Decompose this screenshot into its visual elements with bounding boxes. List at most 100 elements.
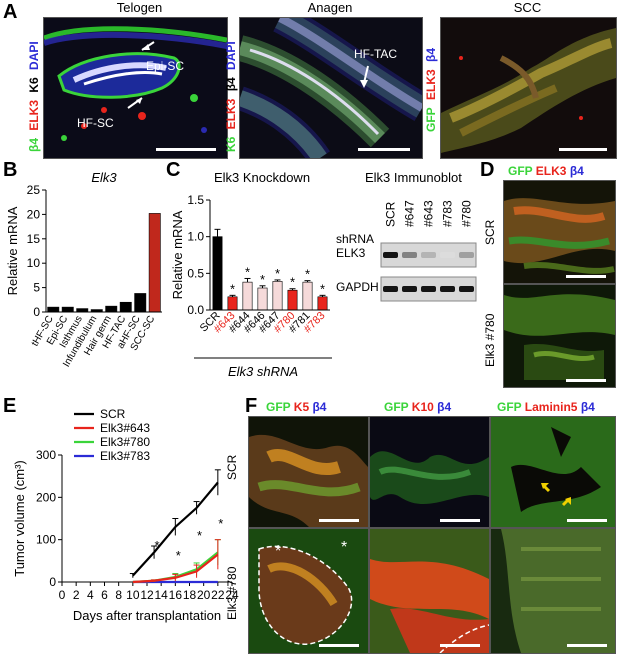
- blot-lane-label: #647: [403, 200, 417, 227]
- chart-e-xtick-label: 6: [101, 588, 108, 602]
- stain-k6: K6: [224, 136, 238, 152]
- chart-e-xtick-label: 24: [225, 588, 239, 602]
- stain-gfp: GFP: [384, 400, 409, 414]
- blot-band: [383, 252, 398, 258]
- blot-band: [383, 286, 398, 292]
- anagen-stain-label: K6 ELK3 β4 DAPI: [224, 37, 238, 152]
- scc-micrograph: [440, 17, 617, 159]
- blot-band: [421, 286, 436, 292]
- chart-c-xlabel: Elk3 shRNA: [228, 364, 298, 379]
- blot-band: [402, 252, 417, 258]
- panel-f-elk3-k5: * *: [248, 528, 369, 654]
- chart-e-ylabel: Tumor volume (cm³): [12, 460, 27, 577]
- chart-c-ylabel: Relative mRNA: [170, 210, 185, 299]
- scale-bar: [559, 148, 607, 151]
- panel-d-row-elk3: Elk3 #780: [483, 313, 497, 367]
- scale-bar: [319, 519, 359, 522]
- chart-b-ytick-label: 25: [27, 183, 41, 197]
- stain-elk3: ELK3: [535, 164, 567, 178]
- chart-b-bar: [76, 308, 89, 313]
- scc-title: SCC: [513, 0, 542, 15]
- stain-gfp: GFP: [497, 400, 522, 414]
- chart-c-ytick-label: 1.0: [187, 230, 204, 244]
- chart-b-ytick-label: 5: [33, 281, 40, 295]
- immunoblot: SCR #647 #643 #783 #780 ELK3 GAPDH: [336, 200, 477, 302]
- immunoblot-title: Elk3 Immunoblot: [365, 170, 462, 185]
- panel-f-col3-stain: GFP Laminin5 β4: [497, 400, 595, 414]
- panel-f-scr-k5: [248, 416, 369, 528]
- panel-d-row-scr: SCR: [483, 219, 497, 245]
- panel-letter-f: F: [245, 395, 258, 417]
- stain-β4: β4: [424, 47, 438, 62]
- stain-β4: β4: [312, 400, 327, 414]
- chart-c-significance: *: [320, 281, 325, 296]
- chart-e-significance: *: [218, 516, 223, 531]
- stain-dapi: DAPI: [27, 41, 41, 70]
- chart-e-xlabel: Days after transplantation: [73, 608, 221, 623]
- stain-gfp: GFP: [508, 164, 533, 178]
- chart-c-bar: [242, 281, 253, 311]
- panel-letter-b: B: [3, 159, 18, 181]
- blot-lane-label: SCR: [384, 201, 398, 227]
- blot-band-label: GAPDH: [336, 280, 379, 294]
- panel-f-elk3-laminin5: [490, 528, 616, 654]
- stain-β4: β4: [27, 138, 41, 152]
- chart-c-significance: *: [245, 264, 250, 279]
- telogen-micrograph: Epi-SC HF-SC: [43, 17, 228, 159]
- hf-tac-annotation: HF-TAC: [354, 47, 398, 61]
- stain-elk3: ELK3: [224, 98, 238, 130]
- panel-f-col2-stain: GFP K10 β4: [384, 400, 451, 414]
- immunoblot-shrna-label: shRNA: [336, 232, 375, 246]
- chart-c-significance: *: [305, 267, 310, 282]
- scale-bar: [440, 644, 480, 647]
- blot-band: [402, 286, 417, 292]
- blot-lane-label: #643: [422, 200, 436, 227]
- hf-sc-annotation: HF-SC: [77, 116, 114, 130]
- chart-c-significance: *: [230, 281, 235, 296]
- scale-bar: [358, 148, 410, 151]
- chart-b-ytick-label: 20: [27, 207, 41, 221]
- stain-elk3: ELK3: [424, 69, 438, 100]
- scale-bar: [567, 644, 607, 647]
- panel-d-scr-micrograph: [503, 180, 616, 284]
- chart-c-bar: [212, 236, 223, 311]
- stain-k6: K6: [27, 77, 41, 93]
- chart-e-xtick-label: 20: [197, 588, 211, 602]
- stain-k10: K10: [411, 400, 434, 414]
- stain-gfp: GFP: [266, 400, 291, 414]
- panel-f-row-elk3: Elk3 #780: [225, 566, 239, 620]
- chart-e-ytick-label: 0: [49, 575, 56, 589]
- blot-band: [459, 252, 474, 258]
- chart-e-xtick-label: 4: [87, 588, 94, 602]
- scale-bar: [319, 644, 359, 647]
- chart-e-xtick-label: 0: [59, 588, 66, 602]
- chart-e-xtick-label: 14: [154, 588, 168, 602]
- panel-letter-c: C: [166, 159, 181, 181]
- chart-c-bar: [272, 281, 283, 311]
- chart-c-bar: [287, 289, 298, 311]
- chart-e-ytick-label: 200: [36, 490, 56, 504]
- asterisk-1: *: [275, 543, 282, 560]
- chart-c-ytick-label: 0.0: [187, 303, 204, 317]
- panel-f-row-scr: SCR: [225, 454, 239, 480]
- scale-bar: [156, 148, 216, 151]
- epi-sc-annotation: Epi-SC: [146, 59, 185, 73]
- chart-c-ytick-label: 0.5: [187, 266, 204, 280]
- chart-b-bar: [47, 306, 60, 313]
- chart-b-bar: [105, 305, 118, 313]
- chart-c-significance: *: [275, 266, 280, 281]
- panel-letter-a: A: [3, 1, 18, 23]
- blot-band-label: ELK3: [336, 246, 366, 260]
- chart-e-xtick-label: 2: [73, 588, 80, 602]
- telogen-stain-label: β4 ELK3 K6 DAPI: [27, 37, 41, 152]
- panel-d-stain-label: GFP ELK3 β4: [508, 164, 584, 178]
- panel-f-scr-laminin5: [490, 416, 616, 528]
- scc-stain-label: GFP ELK3 β4: [424, 44, 438, 132]
- scale-bar: [566, 275, 606, 278]
- chart-e-xtick-label: 22: [211, 588, 225, 602]
- scale-bar: [440, 519, 480, 522]
- chart-e-significance: *: [197, 528, 202, 543]
- panel-f-elk3-k10: [369, 528, 490, 654]
- chart-c-ytick-label: 1.5: [187, 193, 204, 207]
- asterisk-2: *: [341, 539, 348, 556]
